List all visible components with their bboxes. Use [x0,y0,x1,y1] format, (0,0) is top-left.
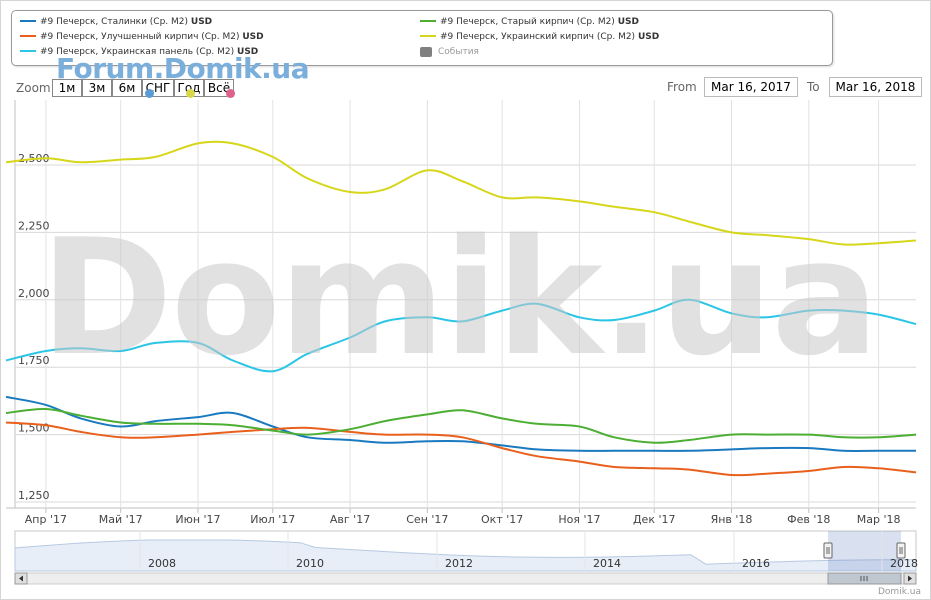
events-swatch [420,46,432,57]
x-tick-label: Авг '17 [330,513,370,526]
navigator-area [14,539,917,572]
legend-unit: USD [190,17,213,27]
x-tick-label: Май '17 [99,513,143,526]
legend-item-ukr-panel[interactable]: #9 Печерск, Украинская панель (Ср. М2) U… [20,45,258,59]
credit-link[interactable]: Domik.ua [878,587,921,597]
zoom-1m-button[interactable]: 1м [52,79,82,97]
x-axis: Апр '17 Май '17 Июн '17 Июл '17 Авг '17 Сен '… [25,508,901,526]
series-line-1 [5,421,917,477]
x-tick-label: Дек '17 [633,513,676,526]
navigator-year-label: 2012 [445,557,473,570]
series-line-4 [5,140,917,246]
legend-label: #9 Печерск, Сталинки (Ср. М2) [40,17,189,27]
x-tick-label: Ноя '17 [558,513,600,526]
events-label: События [438,47,479,57]
legend-unit: USD [637,32,660,42]
legend-unit: USD [617,17,639,27]
zoom-6m-button[interactable]: 6м [112,79,142,97]
x-tick-label: Мар '18 [857,513,901,526]
y-tick-label: 1,750 [18,354,50,367]
series-layer [5,140,917,477]
legend-label: #9 Печерск, Украинский кирпич (Ср. М2) [440,32,636,42]
x-tick-label: Янв '18 [711,513,753,526]
x-tick-label: Июн '17 [175,513,220,526]
legend-label: #9 Печерск, Улучшенный кирпич (Ср. М2) [40,32,240,42]
legend-item-stary-kirpich[interactable]: #9 Печерск, Старый кирпич (Ср. М2) USD [420,15,639,29]
zoom-all-button[interactable]: Всё [204,79,234,97]
from-date-input[interactable]: Mar 16, 2017 [704,77,798,97]
navigator-year-label: 2016 [742,557,770,570]
legend-swatch [420,19,436,22]
navigator-handle-0 [823,542,833,559]
legend-swatch [420,34,436,37]
series-line-2 [5,298,917,373]
navigator-year-label: 2018 [890,557,918,570]
x-tick-label: Фев '18 [787,513,830,526]
y-tick-label: 1,250 [18,489,50,502]
x-tick-label: Июл '17 [250,513,295,526]
navigator: 2008 2010 2012 2014 2016 2018 [14,530,918,585]
to-date-input[interactable]: Mar 16, 2018 [829,77,922,97]
zoom-3m-button[interactable]: 3м [82,79,112,97]
legend-label: #9 Печерск, Старый кирпич (Ср. М2) [440,17,615,27]
y-tick-label: 2,250 [18,219,50,232]
x-tick-label: Сен '17 [406,513,448,526]
arrow-left-icon [19,575,23,582]
legend: #9 Печерск, Сталинки (Ср. М2) USD #9 Печ… [11,10,833,66]
navigator-year-label: 2008 [148,557,176,570]
y-tick-label: 2,000 [18,287,50,300]
legend-swatch [20,34,36,37]
grid-layer [6,100,916,509]
navigator-handle-1 [896,542,906,559]
zoom-label: Zoom [16,81,51,95]
zoom-dot-icon [145,89,154,98]
navigator-year-label: 2010 [296,557,324,570]
to-label: To [807,80,820,94]
legend-swatch [20,19,36,22]
legend-item-ukr-kirpich[interactable]: #9 Печерск, Украинский кирпич (Ср. М2) U… [420,30,659,44]
navigator-selection [828,531,901,571]
legend-swatch [20,49,36,52]
zoom-dot-icon [226,89,235,98]
x-tick-label: Апр '17 [25,513,67,526]
navigator-year-label: 2014 [593,557,621,570]
legend-item-events[interactable]: События [420,45,479,59]
legend-item-stalinki[interactable]: #9 Печерск, Сталинки (Ср. М2) USD [20,15,212,29]
zoom-dot-icon [186,89,195,98]
series-line-0 [5,395,916,452]
from-label: From [667,80,697,94]
legend-item-uluchshenny[interactable]: #9 Печерск, Улучшенный кирпич (Ср. М2) U… [20,30,264,44]
legend-label: #9 Печерск, Украинская панель (Ср. М2) [40,47,235,57]
x-tick-label: Окт '17 [481,513,523,526]
series-line-3 [5,407,917,444]
legend-unit: USD [237,47,259,57]
arrow-right-icon [908,575,912,582]
scrollbar-track [14,572,917,585]
legend-unit: USD [242,32,264,42]
